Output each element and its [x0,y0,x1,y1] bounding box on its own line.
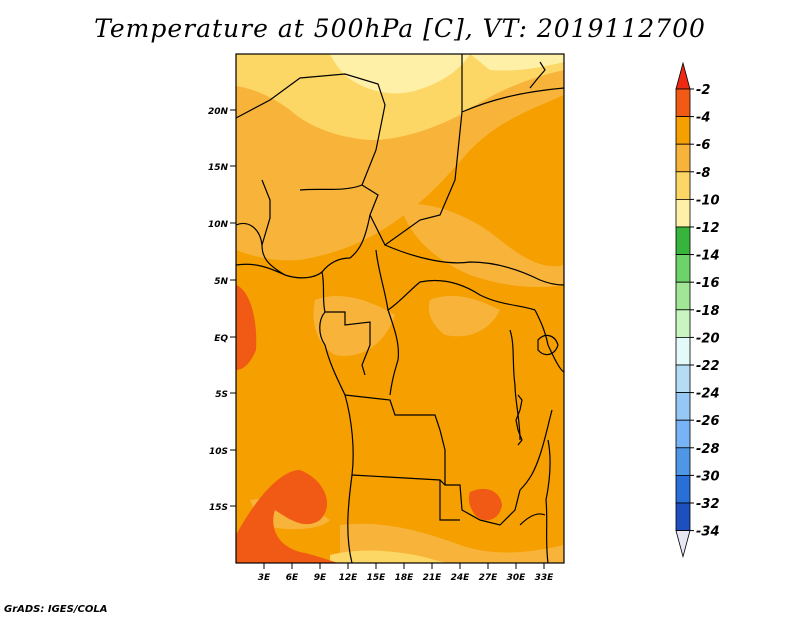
colorbar-swatch [675,419,691,449]
lon-label-12e: 12E [339,573,359,583]
colorbar-swatch [675,198,691,228]
lat-labels: 20N 15N 10N 5N EQ 5S 10S 15S [208,107,229,513]
colorbar-swatch [675,254,691,283]
colorbar-label: -24 [696,387,720,402]
field-minus2-southeast [468,488,502,521]
map-title: Temperature at 500hPa [C], VT: 201911270… [94,14,706,43]
border-nigeria-west [261,179,271,246]
lon-label-6e: 6E [286,573,299,583]
colorbar-label: -34 [696,525,720,540]
colorbar-label: -26 [696,414,720,429]
temperature-field [236,54,564,563]
colorbar-swatch [675,364,691,394]
lat-label-10s: 10S [209,447,228,457]
colorbar-swatch [675,447,691,476]
lat-label-15n: 15N [208,163,229,173]
lat-label-5s: 5S [215,390,228,400]
lake-tanganyika [515,394,523,446]
grads-credit: GrADS: IGES/COLA [4,604,108,615]
border-zambia-tanzania [519,409,553,491]
country-borders [236,54,564,563]
lon-label-24e: 24E [451,573,471,583]
colorbar-swatch [675,502,691,532]
colorbar-swatch [675,143,691,173]
colorbar-label: -32 [696,497,720,512]
colorbar-swatch [675,336,691,366]
lat-axis [230,109,236,507]
colorbar-swatch [675,309,691,338]
colorbar-label: -4 [696,111,710,126]
colorbar-swatch [675,226,691,256]
lon-label-3e: 3E [258,573,271,583]
colorbar-swatch [675,88,691,118]
lon-axis [263,563,545,569]
colorbar-label: -14 [696,249,720,264]
field-minus6-central [313,295,395,356]
lon-label-18e: 18E [395,573,415,583]
colorbar-label: -6 [696,138,710,153]
colorbar-label: -12 [696,221,720,236]
field-minus10-ne [470,54,564,71]
field-minus8-south [330,550,450,563]
colorbar-label: -30 [696,469,720,484]
border-nigeria-north [299,184,363,191]
lon-label-15e: 15E [367,573,387,583]
lat-label-eq: EQ [214,334,228,344]
colorbar-label: -8 [696,166,710,181]
lon-label-21e: 21E [423,573,443,583]
lat-label-5n: 5N [214,277,228,287]
colorbar-label: -16 [696,276,720,291]
field-minus6-east [428,295,500,337]
colorbar-swatch [675,474,691,504]
lon-label-27e: 27E [479,573,499,583]
map-frame [235,53,565,564]
lon-label-30e: 30E [507,573,527,583]
colorbar-label: -28 [696,442,720,457]
colorbar: -2 -4 -6 -8 -10 -12 -14 -16 -18 -20 -22 -24 -26 -28 -3… [675,61,720,559]
border-car-sudan [384,244,564,286]
colorbar-label: -18 [696,304,720,319]
lat-label-10n: 10N [208,220,229,230]
colorbar-swatch [675,392,691,421]
colorbar-top-arrow [675,61,691,90]
border-car-south [375,249,536,312]
field-minus8 [236,54,564,140]
field-minus2-southwest [236,470,340,563]
border-uganda [534,309,564,373]
field-minus10 [330,54,470,94]
colorbar-swatch [675,116,691,145]
lon-label-33e: 33E [535,573,555,583]
border-cameroon [321,214,371,273]
lon-labels: 3E 6E 9E 12E 15E 18E 21E 24E 27E 30E 33E [258,573,554,583]
colorbar-swatch [675,171,691,200]
lake-kariba [519,513,546,526]
lat-label-15s: 15S [209,503,228,513]
colorbar-label: -20 [696,331,720,346]
border-north [236,54,463,246]
field-minus2-west [236,285,257,370]
colorbar-label: -10 [696,193,720,208]
lon-label-9e: 9E [314,573,327,583]
colorbar-swatch [675,281,691,311]
lat-label-20n: 20N [208,107,229,117]
border-lakes [509,329,521,441]
coast-redsea [529,61,546,89]
border-namibia-botswana [439,480,460,521]
border-malawi [545,439,551,563]
field-minus6-band [400,204,564,287]
colorbar-label: -2 [696,83,710,98]
lake-victoria [537,334,559,356]
border-congo-drc [387,309,400,396]
border-northeast [461,87,564,113]
border-gabon-congo [325,311,371,376]
colorbar-label: -22 [696,359,720,374]
colorbar-bottom-arrow [675,530,691,559]
